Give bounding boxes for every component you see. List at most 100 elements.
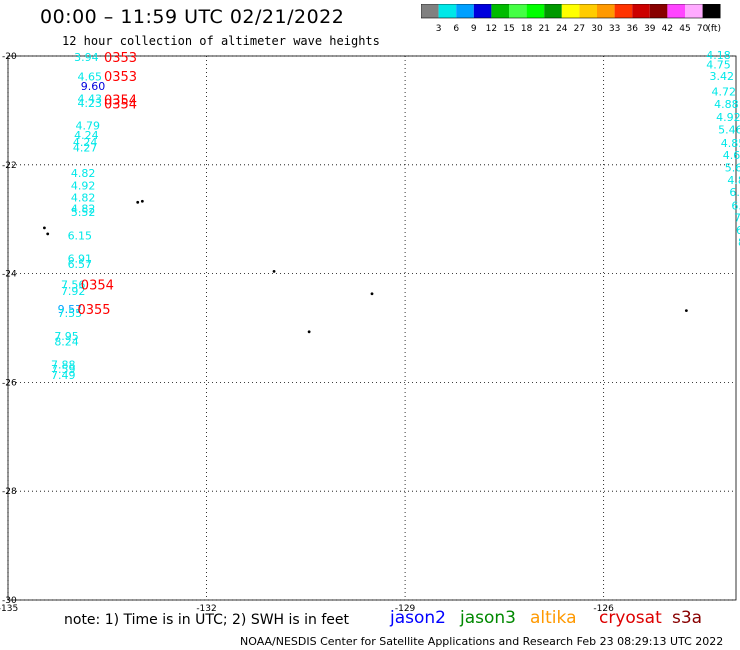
pass-time-label: 0354 (81, 278, 114, 293)
colorbar-tick: 12 (486, 24, 497, 34)
colorbar-swatch (544, 4, 562, 18)
island-marker (140, 199, 144, 203)
page-title: 00:00 – 11:59 UTC 02/21/2022 (40, 6, 345, 28)
wave-height-label: 6.57 (68, 258, 93, 271)
island-marker (43, 226, 46, 230)
lon-tick-label: -135 (0, 604, 18, 614)
wave-height-label: 5.52 (71, 206, 96, 219)
wave-height-label: 7.55 (58, 307, 83, 320)
wave-height-label: 7.95 (54, 330, 78, 343)
wave-height-label: 4.88 (714, 98, 739, 111)
lon-tick-label: -129 (395, 604, 416, 614)
colorbar-swatch (509, 4, 527, 18)
island-marker (136, 200, 140, 204)
wave-height-label: 7.56 (61, 278, 85, 291)
wave-height-label: 4.82 (71, 167, 96, 180)
footer-note: note: 1) Time is in UTC; 2) SWH is in fe… (64, 612, 350, 628)
wave-height-label: 4.85 (721, 137, 740, 150)
colorbar-tick: 6 (453, 24, 459, 34)
wave-height-label: 4.65 (77, 71, 102, 84)
wave-height-label: 6.17 (729, 186, 740, 199)
wave-height-label: 7.07 (734, 212, 740, 225)
colorbar-tick: 30 (591, 24, 603, 34)
colorbar-swatch (614, 4, 633, 18)
colorbar-tick: 45 (679, 24, 690, 34)
lat-tick-label: -24 (2, 270, 17, 280)
wave-height-label: 6.07 (731, 200, 740, 213)
wave-height-label: 4.63 (723, 149, 740, 162)
colorbar-tick: 24 (556, 24, 568, 34)
wave-height-label: 4.24 (73, 136, 98, 149)
wave-height-label: 4.18 (706, 49, 731, 62)
colorbar-swatch (597, 4, 615, 18)
satellite-s3a-label: s3a (672, 608, 703, 628)
wave-height-label: 6.15 (68, 230, 93, 243)
lat-tick-label: -22 (2, 161, 17, 171)
colorbar-tick: 33 (609, 24, 620, 34)
colorbar-swatch (473, 4, 492, 18)
colorbar-tick: 36 (626, 24, 638, 34)
colorbar-tick: 27 (574, 24, 585, 34)
wave-height-label: 7.49 (51, 369, 76, 382)
satellite-altika-label: altika (530, 608, 577, 628)
satellite-cryosat-label: cryosat (599, 608, 662, 628)
colorbar-swatch (561, 4, 580, 18)
satellite-jason2-label: jason2 (390, 608, 446, 628)
colorbar-tick: 70 (697, 24, 709, 34)
colorbar-swatch (438, 4, 457, 18)
colorbar-swatch (456, 4, 474, 18)
colorbar-swatch (702, 4, 721, 18)
colorbar-tick: 21 (538, 24, 549, 34)
island-marker (46, 232, 50, 236)
colorbar-swatch (491, 4, 509, 18)
wave-height-label: 8.11 (738, 236, 740, 249)
wave-height-label: 4.72 (712, 85, 737, 98)
pass-time-label: 0355 (77, 303, 110, 318)
satellite-jason3-label: jason3 (460, 608, 516, 628)
island-marker (307, 330, 311, 334)
colorbar-unit: (ft) (707, 24, 721, 34)
wave-height-label: 7.88 (51, 358, 76, 371)
lon-tick-label: -126 (593, 604, 614, 614)
colorbar-tick: 3 (436, 24, 442, 34)
colorbar-swatch (632, 4, 650, 18)
lat-tick-label: -28 (2, 487, 17, 497)
wave-height-label: 4.82 (71, 191, 96, 204)
wave-height-label: 6.91 (68, 252, 93, 265)
wave-height-label: 4.92 (71, 179, 96, 192)
colorbar-swatch (579, 4, 597, 18)
footer-credit: NOAA/NESDIS Center for Satellite Applica… (240, 635, 724, 648)
colorbar-tick: 39 (644, 24, 656, 34)
pass-time-label: 0353 (104, 70, 137, 85)
island-marker (370, 292, 374, 296)
wave-height-label: 8.24 (54, 336, 78, 349)
page-subtitle: 12 hour collection of altimeter wave hei… (62, 34, 380, 48)
grid (7, 55, 737, 601)
wave-height-label: 3.94 (74, 51, 99, 64)
lon-tick-label: -132 (196, 604, 216, 614)
wave-height-label: 5.46 (718, 123, 740, 136)
colorbar-swatch (667, 4, 685, 18)
lat-tick-label: -20 (2, 52, 17, 62)
colorbar-swatch (526, 4, 545, 18)
colorbar-tick: 42 (662, 24, 673, 34)
pass-time-label: 0354 (104, 94, 137, 109)
footer: note: 1) Time is in UTC; 2) SWH is in fe… (0, 600, 740, 650)
colorbar-swatch (649, 4, 668, 18)
wave-height-label: 7.59 (51, 363, 76, 376)
wave-height-label: 4.79 (76, 120, 101, 133)
wave-height-label: 4.82 (71, 202, 96, 215)
wave-height-label: 9.57 (58, 303, 83, 316)
wave-height-label: 4.92 (716, 111, 740, 124)
wave-height-label: 4.24 (74, 129, 99, 142)
colorbar-swatch (421, 4, 439, 18)
wave-height-label: 9.60 (81, 80, 106, 93)
colorbar-legend: 3 6 9 12 15 18 21 24 27 30 33 36 39 42 45 70 (ft) (421, 4, 721, 34)
pass-time-label: 0353 (104, 51, 137, 66)
wave-height-label: 6.98 (736, 224, 740, 237)
wave-height-label: 4.43 (77, 92, 102, 105)
colorbar-tick: 15 (503, 24, 514, 34)
island-marker (684, 309, 688, 312)
colorbar-swatch (685, 4, 703, 18)
colorbar-tick: 9 (471, 24, 477, 34)
